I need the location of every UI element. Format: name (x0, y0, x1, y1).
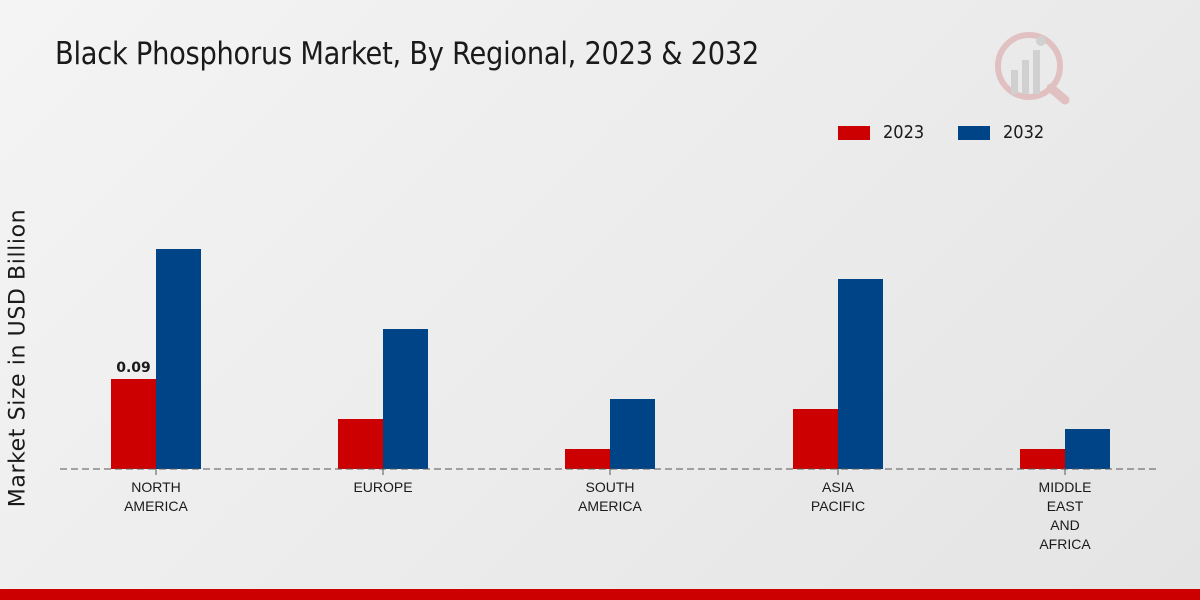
legend-label-2032: 2032 (1003, 122, 1045, 143)
bar-2023-europe (338, 419, 383, 469)
bar-2032-middle-east-and-africa (1065, 429, 1110, 469)
legend-item-2023: 2023 (838, 122, 929, 143)
bar-2023-middle-east-and-africa (1020, 449, 1065, 469)
bottom-accent-bar (0, 589, 1200, 600)
bar-2032-north-america (156, 249, 201, 469)
bar-2032-south-america (610, 399, 655, 469)
bar-2023-south-america (565, 449, 610, 469)
legend-item-2032: 2032 (958, 122, 1049, 143)
legend-swatch-2032 (958, 125, 990, 140)
data-label: 0.09 (116, 360, 151, 376)
bar-2023-asia-pacific (793, 409, 838, 469)
x-tick-label-middle-east-and-africa: MIDDLE EAST AND AFRICA (1039, 479, 1092, 552)
bar-2032-europe (383, 329, 428, 469)
watermark-logo-icon (995, 32, 1070, 105)
x-tick-label-europe: EUROPE (353, 479, 412, 495)
x-tick-label-north-america: NORTH AMERICA (124, 479, 188, 514)
legend-label-2023: 2023 (883, 122, 925, 143)
bar-2023-north-america (111, 379, 156, 469)
x-tick-label-asia-pacific: ASIA PACIFIC (811, 479, 865, 514)
chart-title: Black Phosphorus Market, By Regional, 20… (55, 36, 760, 72)
x-tick-label-south-america: SOUTH AMERICA (578, 479, 642, 514)
legend-swatch-2023 (838, 125, 870, 140)
bar-2032-asia-pacific (838, 279, 883, 469)
